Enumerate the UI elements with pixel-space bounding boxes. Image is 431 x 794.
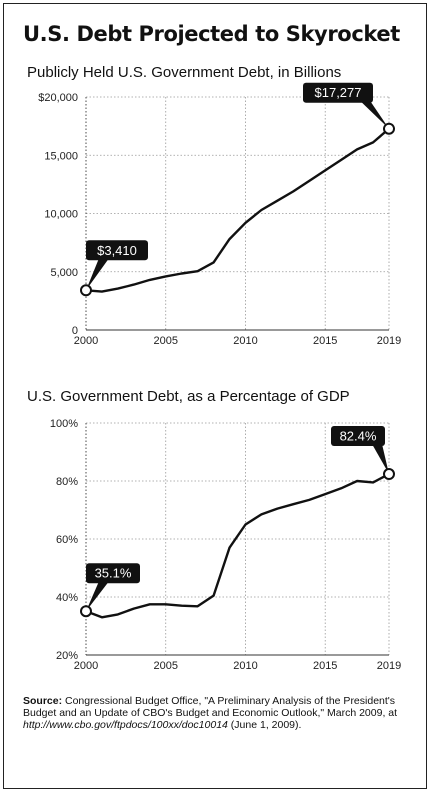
- y-tick-label: 80%: [56, 476, 78, 488]
- callout-pointer: [86, 581, 109, 612]
- y-tick-label: 100%: [50, 418, 78, 430]
- callout-label: 35.1%: [95, 566, 132, 581]
- y-tick-label: 5,000: [50, 267, 78, 279]
- callout-pointer: [86, 258, 109, 291]
- y-tick-label: 10,000: [44, 209, 78, 221]
- x-tick-label: 2015: [313, 660, 337, 672]
- callout-pointer: [372, 444, 389, 475]
- callout-box: [86, 563, 140, 584]
- endpoint-marker: [383, 122, 395, 135]
- callout-box: [303, 82, 373, 103]
- callout-label: $17,277: [315, 85, 362, 100]
- x-tick-label: 2005: [153, 335, 177, 347]
- y-tick-label: 40%: [56, 592, 78, 604]
- source-label: Source:: [23, 695, 63, 707]
- callout-box: [331, 426, 385, 447]
- chart2-title: U.S. Government Debt, as a Percentage of…: [27, 388, 350, 405]
- endpoint-marker: [80, 605, 92, 618]
- callout-box: [86, 240, 148, 261]
- series-line: [84, 472, 391, 619]
- y-tick-label: 0: [72, 325, 78, 337]
- x-tick-label: 2010: [233, 335, 257, 347]
- figure-title: U.S. Debt Projected to Skyrocket: [23, 22, 400, 46]
- chart-debt-billions: 0 5,000 10,000 15,000 $20,000 2000 2005 2010 201…: [38, 82, 401, 347]
- callout-label: $3,410: [97, 243, 137, 258]
- endpoint-marker: [80, 284, 92, 297]
- source-text: Congressional Budget Office, "A Prelimin…: [23, 695, 398, 719]
- x-tick-label: 2019: [377, 335, 401, 347]
- y-tick-label: 60%: [56, 534, 78, 546]
- x-tick-label: 2000: [74, 660, 98, 672]
- y-tick-label: 15,000: [44, 150, 78, 162]
- x-tick-label: 2000: [74, 335, 98, 347]
- callout-label: 82.4%: [340, 429, 377, 444]
- endpoint-marker: [383, 468, 395, 481]
- callout-pointer: [360, 100, 389, 129]
- source-tail: (June 1, 2009).: [227, 719, 302, 731]
- x-tick-label: 2010: [233, 660, 257, 672]
- chart1-title: Publicly Held U.S. Government Debt, in B…: [27, 64, 342, 81]
- figure-frame: [3, 3, 427, 789]
- source-note: Source: Congressional Budget Office, "A …: [23, 695, 408, 731]
- x-tick-label: 2005: [153, 660, 177, 672]
- x-tick-label: 2019: [377, 660, 401, 672]
- x-tick-label: 2015: [313, 335, 337, 347]
- y-tick-label: $20,000: [38, 92, 78, 104]
- source-url: http://www.cbo.gov/ftpdocs/100xx/doc1001…: [23, 719, 228, 731]
- y-tick-label: 20%: [56, 650, 78, 662]
- series-line: [84, 127, 391, 293]
- chart-debt-percent-gdp: 20% 40% 60% 80% 100% 2000 2005 2010 2015 2019 35.1…: [50, 418, 401, 672]
